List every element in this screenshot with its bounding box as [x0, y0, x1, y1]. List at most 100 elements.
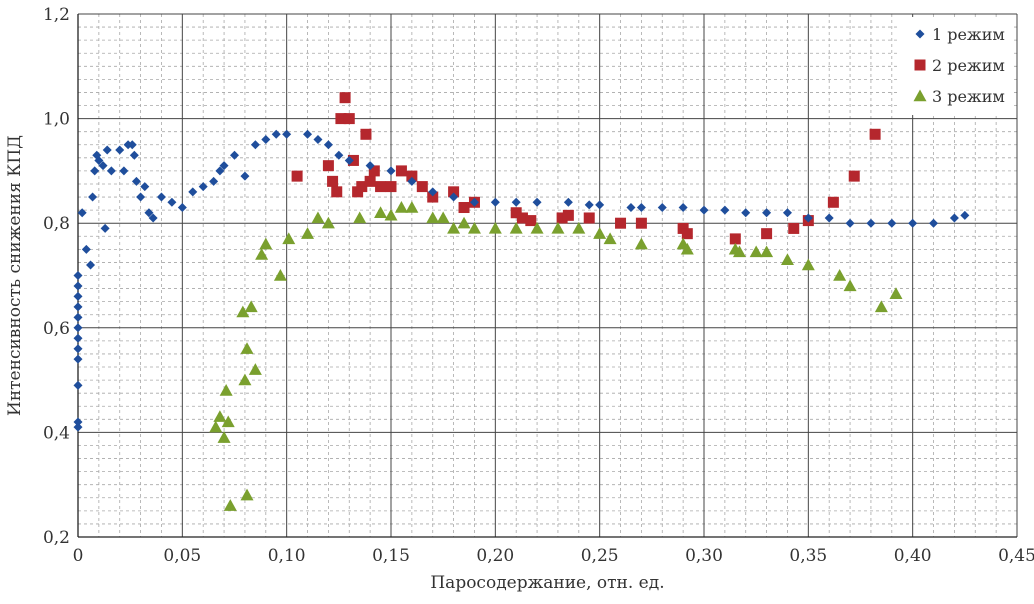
data-series: [73, 92, 970, 511]
data-point: [603, 232, 617, 245]
x-tick-label: 0,05: [163, 546, 201, 566]
data-point: [407, 176, 417, 186]
data-point: [394, 201, 408, 213]
data-point: [467, 221, 481, 234]
data-point: [77, 208, 87, 218]
data-point: [824, 213, 834, 223]
data-point: [532, 197, 542, 207]
data-point: [282, 232, 296, 245]
x-tick-label: 0,25: [581, 546, 619, 566]
data-point: [510, 207, 522, 219]
data-point: [131, 176, 141, 186]
data-point: [188, 187, 198, 197]
data-point: [516, 212, 528, 224]
data-point: [874, 300, 888, 313]
data-point: [301, 227, 315, 239]
data-point: [803, 213, 813, 223]
data-point: [657, 203, 667, 213]
data-point: [73, 354, 83, 364]
legend-label: 2 режим: [932, 56, 1005, 75]
x-tick-label: 0,10: [268, 546, 306, 566]
data-point: [458, 202, 470, 214]
data-point: [100, 223, 110, 233]
data-point: [960, 210, 970, 220]
data-point: [780, 253, 794, 266]
data-point: [788, 222, 800, 234]
data-point: [94, 155, 104, 165]
data-point: [73, 271, 83, 280]
data-point: [427, 191, 439, 203]
x-tick-label: 0,30: [685, 546, 723, 566]
y-tick-label: 1,0: [43, 110, 70, 130]
data-point: [562, 209, 574, 221]
data-point: [729, 233, 741, 245]
data-point: [384, 208, 398, 221]
x-tick-label: 0,15: [372, 546, 410, 566]
data-point: [271, 129, 281, 139]
data-point: [321, 216, 335, 229]
data-point: [73, 380, 83, 390]
legend-item: 2 режим: [914, 56, 1005, 75]
data-point: [593, 227, 607, 239]
data-point: [368, 165, 380, 177]
data-point: [732, 245, 746, 258]
data-point: [303, 129, 313, 139]
legend-marker: [915, 29, 925, 39]
series-2: [291, 92, 881, 245]
data-point: [81, 244, 91, 254]
data-point: [929, 218, 939, 228]
data-point: [140, 182, 150, 192]
data-point: [102, 145, 112, 155]
data-point: [215, 166, 225, 176]
data-point: [148, 213, 158, 223]
data-point: [223, 499, 237, 511]
data-point: [843, 279, 857, 292]
data-point: [760, 245, 774, 258]
data-point: [90, 166, 100, 176]
data-point: [167, 197, 177, 207]
data-point: [365, 161, 375, 171]
data-point: [889, 287, 903, 300]
legend-item: 3 режим: [913, 87, 1005, 106]
data-point: [217, 431, 231, 443]
data-point: [887, 218, 897, 228]
data-point: [73, 417, 83, 427]
data-point: [73, 302, 83, 312]
data-point: [127, 140, 137, 150]
x-tick-label: 0,40: [894, 546, 932, 566]
data-point: [73, 344, 83, 354]
x-tick-label: 0: [73, 546, 84, 566]
legend: 1 режим 2 режим 3 режим: [900, 17, 1014, 115]
data-point: [866, 218, 876, 228]
data-point: [213, 410, 227, 422]
data-point: [115, 145, 125, 155]
data-point: [436, 211, 450, 224]
legend-marker: [913, 89, 927, 102]
data-point: [869, 128, 881, 140]
data-point: [86, 260, 96, 270]
data-point: [848, 170, 860, 182]
data-point: [741, 208, 751, 218]
data-point: [88, 192, 98, 202]
data-point: [240, 488, 254, 501]
x-tick-label: 0,35: [789, 546, 827, 566]
data-point: [490, 197, 500, 207]
data-point: [681, 228, 693, 240]
data-point: [563, 197, 573, 207]
data-point: [678, 203, 688, 213]
y-tick-label: 0,2: [43, 528, 70, 548]
tick-labels: 0 0,05 0,10 0,15 0,20 0,25 0,30 0,35 0,40 0,45 0,2…: [43, 5, 1034, 566]
data-point: [615, 217, 627, 229]
data-point: [129, 150, 139, 160]
data-point: [156, 192, 166, 202]
data-point: [827, 196, 839, 208]
data-point: [339, 92, 351, 104]
data-point: [833, 269, 847, 281]
data-point: [356, 181, 368, 193]
data-point: [364, 175, 376, 187]
data-point: [447, 221, 461, 234]
data-point: [680, 242, 694, 255]
data-point: [428, 187, 438, 197]
